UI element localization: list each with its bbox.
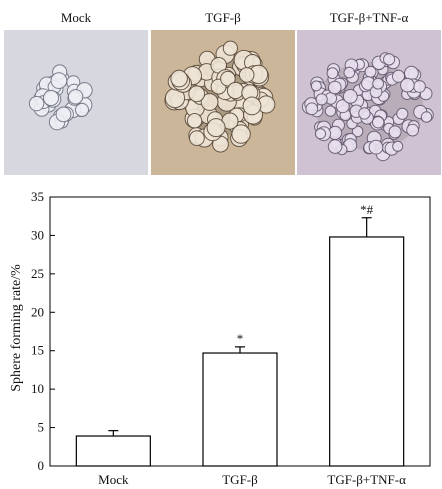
cell xyxy=(28,95,45,112)
y-tick-label: 35 xyxy=(31,189,44,204)
cell xyxy=(420,111,433,123)
cell xyxy=(242,96,262,116)
cell xyxy=(50,72,68,89)
y-tick-label: 25 xyxy=(31,266,44,281)
cell xyxy=(400,77,415,93)
chart-axes: 0 5 10 15 20 25 30 35 xyxy=(31,189,431,473)
significance-label: * xyxy=(237,331,244,346)
micrograph-tgf xyxy=(151,30,295,175)
cell xyxy=(392,140,404,152)
panel-label-tgf-tnf: TGF-β+TNF-α xyxy=(329,10,409,25)
y-tick-label: 0 xyxy=(38,458,45,473)
cell xyxy=(388,125,402,139)
cell xyxy=(406,123,419,137)
cell xyxy=(343,66,356,79)
cell xyxy=(342,89,358,104)
bar xyxy=(75,435,151,467)
micrograph-mock xyxy=(4,30,148,175)
cell xyxy=(310,80,322,92)
x-tick-label: TGF-β xyxy=(222,472,258,487)
cell xyxy=(372,77,384,90)
cell xyxy=(327,139,343,154)
y-tick-label: 30 xyxy=(31,227,44,242)
cell xyxy=(186,113,203,129)
cell xyxy=(392,69,405,83)
cell xyxy=(238,67,255,83)
cell xyxy=(364,65,377,78)
cell xyxy=(222,40,239,56)
bar-chart: 0 5 10 15 20 25 30 35 Mock * TGF-β *# TGF-β+TNF-α S… xyxy=(9,189,431,487)
cell xyxy=(326,67,339,80)
cell xyxy=(170,69,188,88)
cell xyxy=(351,125,364,138)
chart-bars: Mock * TGF-β *# TGF-β+TNF-α xyxy=(75,202,406,487)
cell xyxy=(324,105,337,117)
x-tick-label: Mock xyxy=(98,472,129,487)
cell xyxy=(396,107,409,120)
cell xyxy=(226,81,245,100)
x-tick-label: TGF-β+TNF-α xyxy=(327,472,406,487)
cell xyxy=(206,118,226,138)
cell xyxy=(188,85,206,103)
cell xyxy=(368,139,384,155)
cell xyxy=(75,102,89,117)
micrograph-tgf-tnf xyxy=(297,30,441,175)
cell xyxy=(328,80,342,95)
cell xyxy=(314,128,327,140)
bar xyxy=(202,352,278,467)
panel-label-mock: Mock xyxy=(60,10,92,25)
cell xyxy=(220,70,236,87)
cell xyxy=(358,107,371,120)
y-tick-label: 5 xyxy=(38,420,45,435)
cell xyxy=(67,89,84,105)
cell xyxy=(335,99,350,114)
cell xyxy=(55,106,72,123)
cell xyxy=(372,116,385,129)
bar xyxy=(329,236,405,467)
y-tick-label: 20 xyxy=(31,304,44,319)
cell xyxy=(315,93,328,106)
cell xyxy=(383,53,396,66)
y-tick-label: 10 xyxy=(31,381,44,396)
cell xyxy=(305,102,319,116)
panel-label-tgf: TGF-β xyxy=(205,10,241,25)
cell xyxy=(42,89,60,107)
cell xyxy=(413,80,426,93)
y-tick-label: 15 xyxy=(31,343,44,358)
significance-label: *# xyxy=(360,202,374,217)
y-axis-label: Sphere forming rate/% xyxy=(9,264,24,392)
cell xyxy=(200,93,219,111)
cell xyxy=(189,130,205,146)
cell xyxy=(231,124,251,144)
